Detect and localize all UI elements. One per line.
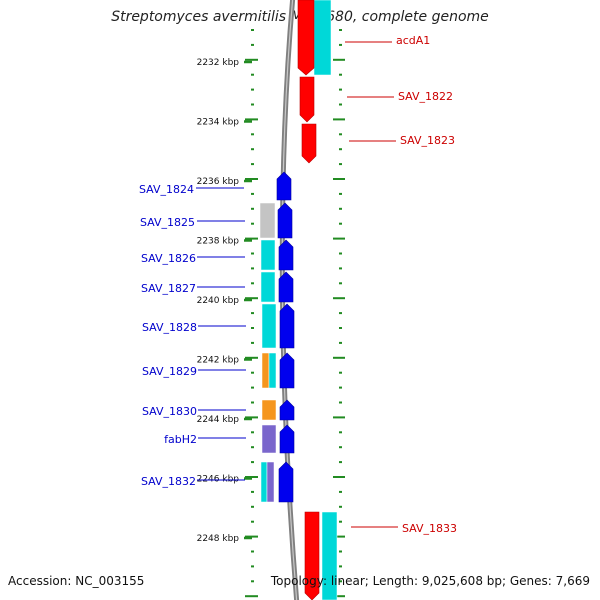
domain-cyan-sav-1829 [268, 352, 277, 389]
gene-label-fabh2: fabH2 [164, 433, 197, 446]
ruler-kbp-label: 2232 kbp [197, 58, 240, 68]
domain-cyan-sav-1827 [260, 271, 276, 303]
domain-gray-sav-1825 [259, 202, 276, 239]
ruler-kbp-label: 2242 kbp [197, 356, 240, 366]
domain-cyan-acda1 [313, 0, 332, 76]
gene-arrow-sav-1830 [279, 399, 295, 421]
gene-label-sav-1823: SAV_1823 [400, 134, 455, 147]
gene-arrow-sav-1832 [278, 461, 294, 503]
gene-label-sav-1825: SAV_1825 [140, 216, 195, 229]
domain-cyan-sav-1828 [261, 303, 277, 349]
domain-orange-sav-1829 [261, 352, 270, 389]
domain-cyan-sav-1826 [260, 239, 276, 271]
ruler-kbp-label: 2238 kbp [197, 237, 240, 247]
domain-cyan-sav-1832 [260, 461, 268, 503]
ruler-kbp-label: 2240 kbp [197, 296, 240, 306]
ruler-kbp-label: 2244 kbp [197, 415, 240, 425]
domain-purple-sav-1832 [266, 461, 275, 503]
gene-label-sav-1832: SAV_1832 [141, 475, 196, 488]
gene-arrow-sav-1823 [301, 123, 317, 164]
gene-arrow-sav-1829 [279, 352, 295, 389]
genome-backbone-highlight [281, 0, 298, 600]
genome-summary: Topology: linear; Length: 9,025,608 bp; … [270, 574, 590, 588]
gene-arrow-sav-1833 [304, 511, 320, 600]
domain-cyan-sav-1833 [321, 511, 338, 600]
ruler-kbp-label: 2248 kbp [197, 534, 240, 544]
ruler-kbp-label: 2236 kbp [197, 177, 240, 187]
domain-orange-sav-1830 [261, 399, 277, 421]
gene-arrow-fabh2 [279, 424, 295, 454]
gene-arrow-sav-1822 [299, 76, 315, 123]
domain-purple-fabh2 [261, 424, 277, 454]
gene-label-sav-1833: SAV_1833 [402, 522, 457, 535]
gene-label-sav-1829: SAV_1829 [142, 365, 197, 378]
gene-label-sav-1830: SAV_1830 [142, 405, 197, 418]
gene-arrow-sav-1826 [278, 239, 294, 271]
gene-label-sav-1828: SAV_1828 [142, 321, 197, 334]
gene-label-acda1: acdA1 [396, 34, 430, 47]
gene-label-sav-1826: SAV_1826 [141, 252, 196, 265]
ruler-kbp-label: 2234 kbp [197, 118, 240, 128]
gene-arrow-acda1 [297, 0, 315, 76]
gene-arrow-sav-1828 [279, 303, 295, 349]
gene-label-sav-1824: SAV_1824 [139, 183, 194, 196]
gene-arrow-sav-1824 [276, 171, 292, 201]
accession-label: Accession: NC_003155 [8, 574, 145, 588]
gene-arrow-sav-1827 [278, 271, 294, 303]
gene-label-sav-1827: SAV_1827 [141, 282, 196, 295]
gene-arrow-sav-1825 [277, 202, 293, 239]
gene-label-sav-1822: SAV_1822 [398, 90, 453, 103]
